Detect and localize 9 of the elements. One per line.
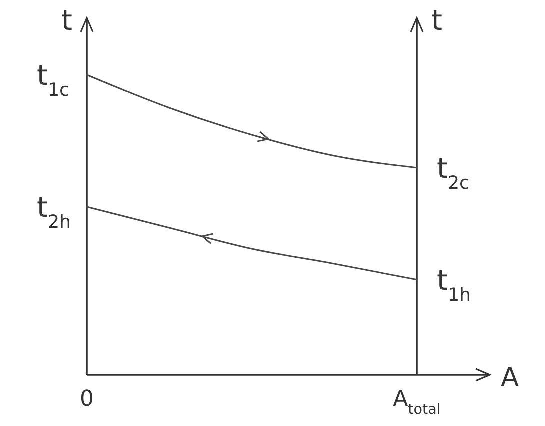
x-tick-label: 0: [80, 387, 94, 412]
x-tick-label: A$_{total}$: [393, 387, 441, 418]
annotation: t$_{2h}$: [37, 191, 72, 232]
x-axis-title: A: [501, 363, 520, 393]
y2-axis-title: t: [432, 4, 443, 37]
annotation: t$_{1c}$: [37, 59, 70, 100]
annotation: t$_{2c}$: [437, 152, 470, 194]
annotation: t$_{1h}$: [437, 264, 472, 306]
y-axis-title: t: [62, 4, 73, 37]
